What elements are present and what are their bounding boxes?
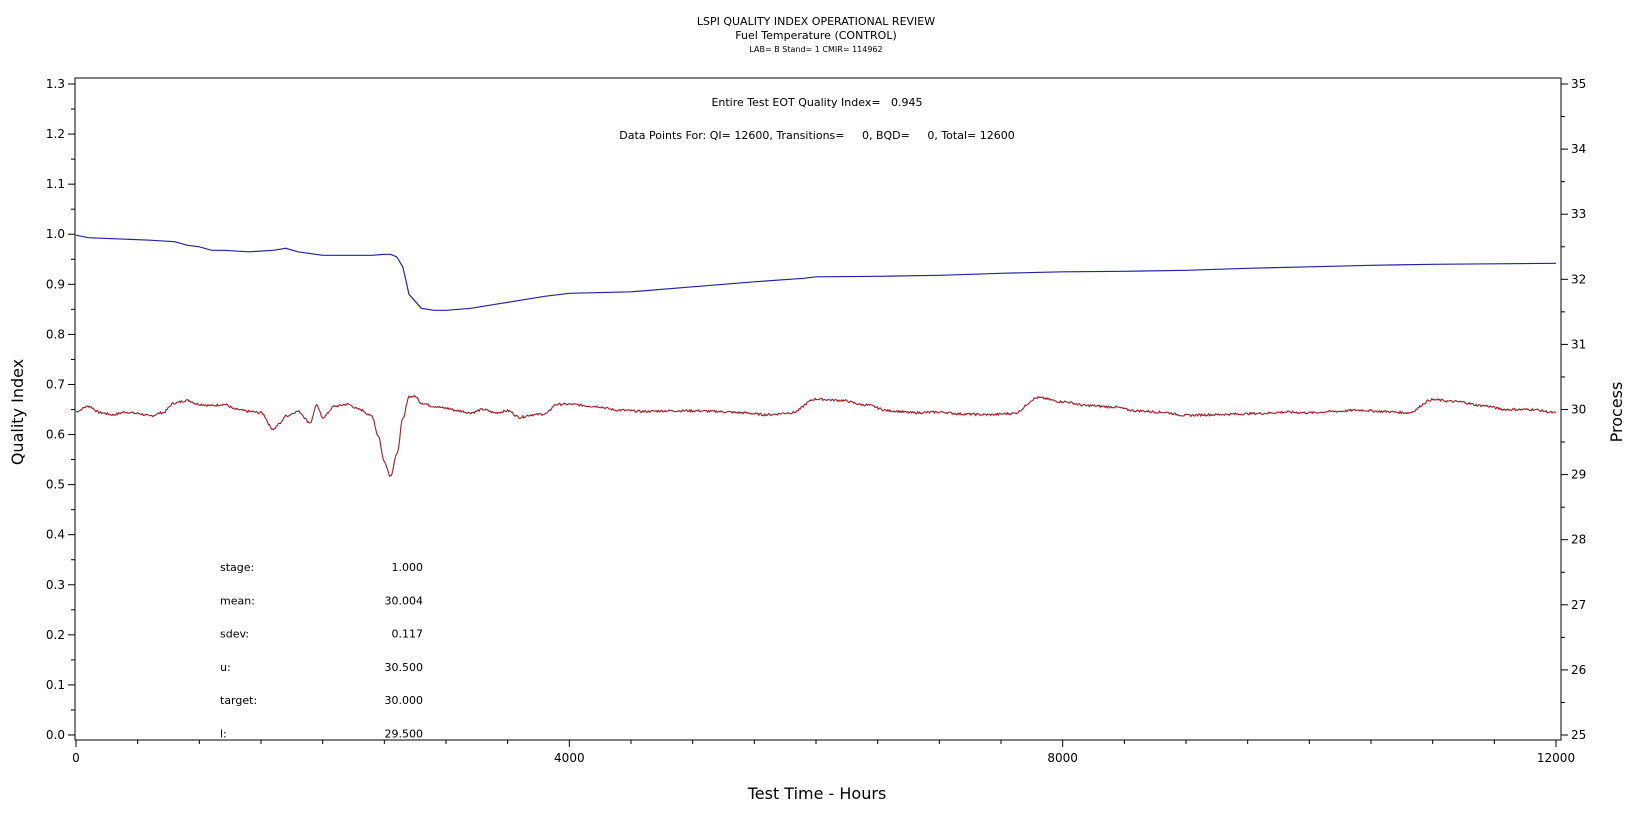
y-left-tick-label: 0.2 [46,628,65,642]
x-tick-label: 8000 [1047,751,1078,765]
stat-label: sdev: [220,628,249,641]
y-axis-left-ticks: 0.0 0.1 0.2 0.3 0.4 0.5 0.6 0.7 0.8 0.9 1.0 1.1 1.2 1… [46,77,75,742]
x-tick-label: 12000 [1537,751,1575,765]
y-left-tick-label: 0.6 [46,428,65,442]
y-left-tick-label: 0.4 [46,528,65,542]
y-right-tick-label: 28 [1571,533,1586,547]
stat-label: stage: [220,561,254,574]
y-right-tick-label: 27 [1571,598,1586,612]
stat-value: 0.117 [392,628,424,641]
y-left-tick-label: 0.9 [46,277,65,291]
y-axis-left-label: Quality Index [8,359,27,465]
y-left-tick-label: 0.3 [46,578,65,592]
chart-title: LSPI QUALITY INDEX OPERATIONAL REVIEW [697,15,935,28]
y-left-tick-label: 0.5 [46,478,65,492]
x-tick-label: 4000 [554,751,585,765]
series-line-process [75,394,1557,477]
plot-frame [74,77,1562,741]
y-axis-right-label: Process [1607,382,1626,443]
y-right-tick-label: 31 [1571,337,1586,351]
stat-label: l: [220,728,227,741]
y-left-tick-label: 1.1 [46,177,65,191]
y-right-tick-label: 35 [1571,77,1586,91]
y-right-tick-label: 33 [1571,207,1586,221]
y-left-tick-label: 0.1 [46,678,65,692]
stat-value: 29.500 [385,728,424,741]
y-left-tick-label: 0.0 [46,728,65,742]
x-axis-label: Test Time - Hours [747,784,887,803]
y-left-tick-label: 1.3 [46,77,65,91]
x-tick-label: 0 [72,751,80,765]
y-left-tick-label: 1.2 [46,127,65,141]
stats-block: stage: 1.000 mean: 30.004 sdev: 0.117 u: 30.500… [220,561,423,741]
y-left-tick-label: 0.7 [46,377,65,391]
series-line-quality-index [75,234,1557,311]
stat-value: 30.500 [385,661,424,674]
y-right-tick-label: 26 [1571,663,1586,677]
y-right-tick-label: 25 [1571,728,1586,742]
x-axis-ticks: 0 4000 8000 12000 [72,740,1575,765]
y-right-tick-label: 30 [1571,403,1586,417]
chart-subtitle-2: LAB= B Stand= 1 CMIR= 114962 [749,45,882,54]
stat-label: mean: [220,594,255,607]
y-left-tick-label: 0.8 [46,327,65,341]
stat-value: 30.000 [385,694,424,707]
stat-value: 1.000 [392,561,424,574]
data-points-annotation: Data Points For: QI= 12600, Transitions=… [619,129,1014,142]
y-right-tick-label: 29 [1571,468,1586,482]
y-right-tick-label: 32 [1571,272,1586,286]
series-group [75,234,1557,477]
chart-subtitle: Fuel Temperature (CONTROL) [735,29,897,42]
quality-index-annotation: Entire Test EOT Quality Index= 0.945 [711,96,922,109]
y-right-tick-label: 34 [1571,142,1586,156]
stat-label: target: [220,694,257,707]
y-left-tick-label: 1.0 [46,227,65,241]
stat-value: 30.004 [385,594,424,607]
y-axis-right-ticks: 25 26 27 28 29 30 31 32 33 34 35 [1561,77,1586,742]
stat-label: u: [220,661,231,674]
